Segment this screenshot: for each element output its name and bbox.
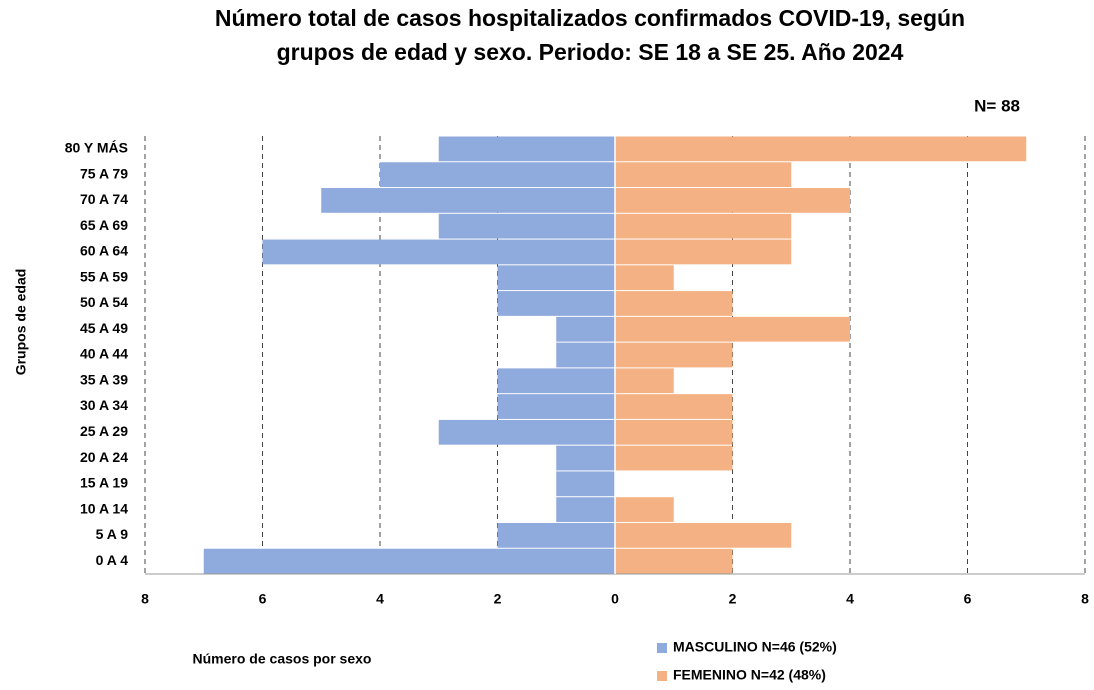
- x-tick-label: 4: [846, 591, 854, 607]
- bar: [615, 162, 792, 188]
- y-tick-label: 65 A 69: [80, 217, 128, 233]
- bar: [497, 368, 615, 394]
- y-tick-label: 60 A 64: [80, 243, 128, 259]
- x-tick-label: 4: [376, 591, 384, 607]
- bar: [615, 368, 674, 394]
- x-tick-label: 2: [729, 591, 737, 607]
- bar: [556, 316, 615, 342]
- legend-swatch: [657, 643, 667, 653]
- total-annotation: N= 88: [974, 96, 1020, 115]
- x-tick-label: 6: [964, 591, 972, 607]
- bar: [321, 188, 615, 213]
- bar: [615, 394, 733, 419]
- y-tick-label: 40 A 44: [80, 346, 128, 362]
- y-axis-title: Grupos de edad: [13, 269, 29, 376]
- y-tick-label: 35 A 39: [80, 371, 128, 387]
- y-tick-label: 50 A 54: [80, 294, 128, 310]
- bar: [615, 291, 733, 316]
- bar: [497, 291, 615, 316]
- y-tick-label: 75 A 79: [80, 165, 128, 181]
- bar: [615, 316, 850, 342]
- y-tick-label: 70 A 74: [80, 191, 128, 207]
- bar: [615, 239, 792, 265]
- bar: [615, 445, 733, 471]
- bar: [615, 548, 733, 574]
- bar: [380, 162, 615, 188]
- bar: [203, 548, 615, 574]
- bar: [615, 265, 674, 291]
- y-tick-label: 25 A 29: [80, 423, 128, 439]
- legend-label: MASCULINO N=46 (52%): [673, 639, 837, 655]
- y-tick-label: 20 A 24: [80, 449, 128, 465]
- y-tick-label: 0 A 4: [96, 552, 129, 568]
- bar: [615, 136, 1027, 162]
- y-tick-label: 80 Y MÁS: [65, 140, 128, 156]
- x-tick-label: 2: [494, 591, 502, 607]
- y-tick-label: 30 A 34: [80, 397, 128, 413]
- x-tick-label: 8: [1081, 591, 1089, 607]
- bar: [556, 445, 615, 471]
- x-tick-label: 0: [611, 591, 619, 607]
- chart-title: Número total de casos hospitalizados con…: [215, 5, 965, 31]
- bar: [615, 522, 792, 548]
- bar: [438, 136, 615, 162]
- bar: [615, 213, 792, 239]
- y-tick-label: 5 A 9: [96, 526, 129, 542]
- x-axis-title: Número de casos por sexo: [193, 651, 372, 667]
- legend-swatch: [657, 671, 667, 681]
- bar: [262, 239, 615, 265]
- y-tick-label: 15 A 19: [80, 475, 128, 491]
- bar: [615, 188, 850, 213]
- bar: [438, 213, 615, 239]
- legend-label: FEMENINO N=42 (48%): [673, 667, 826, 683]
- bar: [497, 265, 615, 291]
- bar: [615, 342, 733, 368]
- bar: [556, 497, 615, 522]
- bar: [438, 419, 615, 445]
- bar: [497, 394, 615, 419]
- bar: [615, 497, 674, 522]
- chart-subtitle: grupos de edad y sexo. Periodo: SE 18 a …: [277, 39, 904, 65]
- bar: [556, 471, 615, 497]
- x-tick-label: 6: [259, 591, 267, 607]
- y-tick-label: 10 A 14: [80, 500, 128, 516]
- y-tick-label: 45 A 49: [80, 320, 128, 336]
- bar: [615, 419, 733, 445]
- bar: [497, 522, 615, 548]
- y-tick-label: 55 A 59: [80, 268, 128, 284]
- bar: [556, 342, 615, 368]
- x-tick-label: 8: [141, 591, 149, 607]
